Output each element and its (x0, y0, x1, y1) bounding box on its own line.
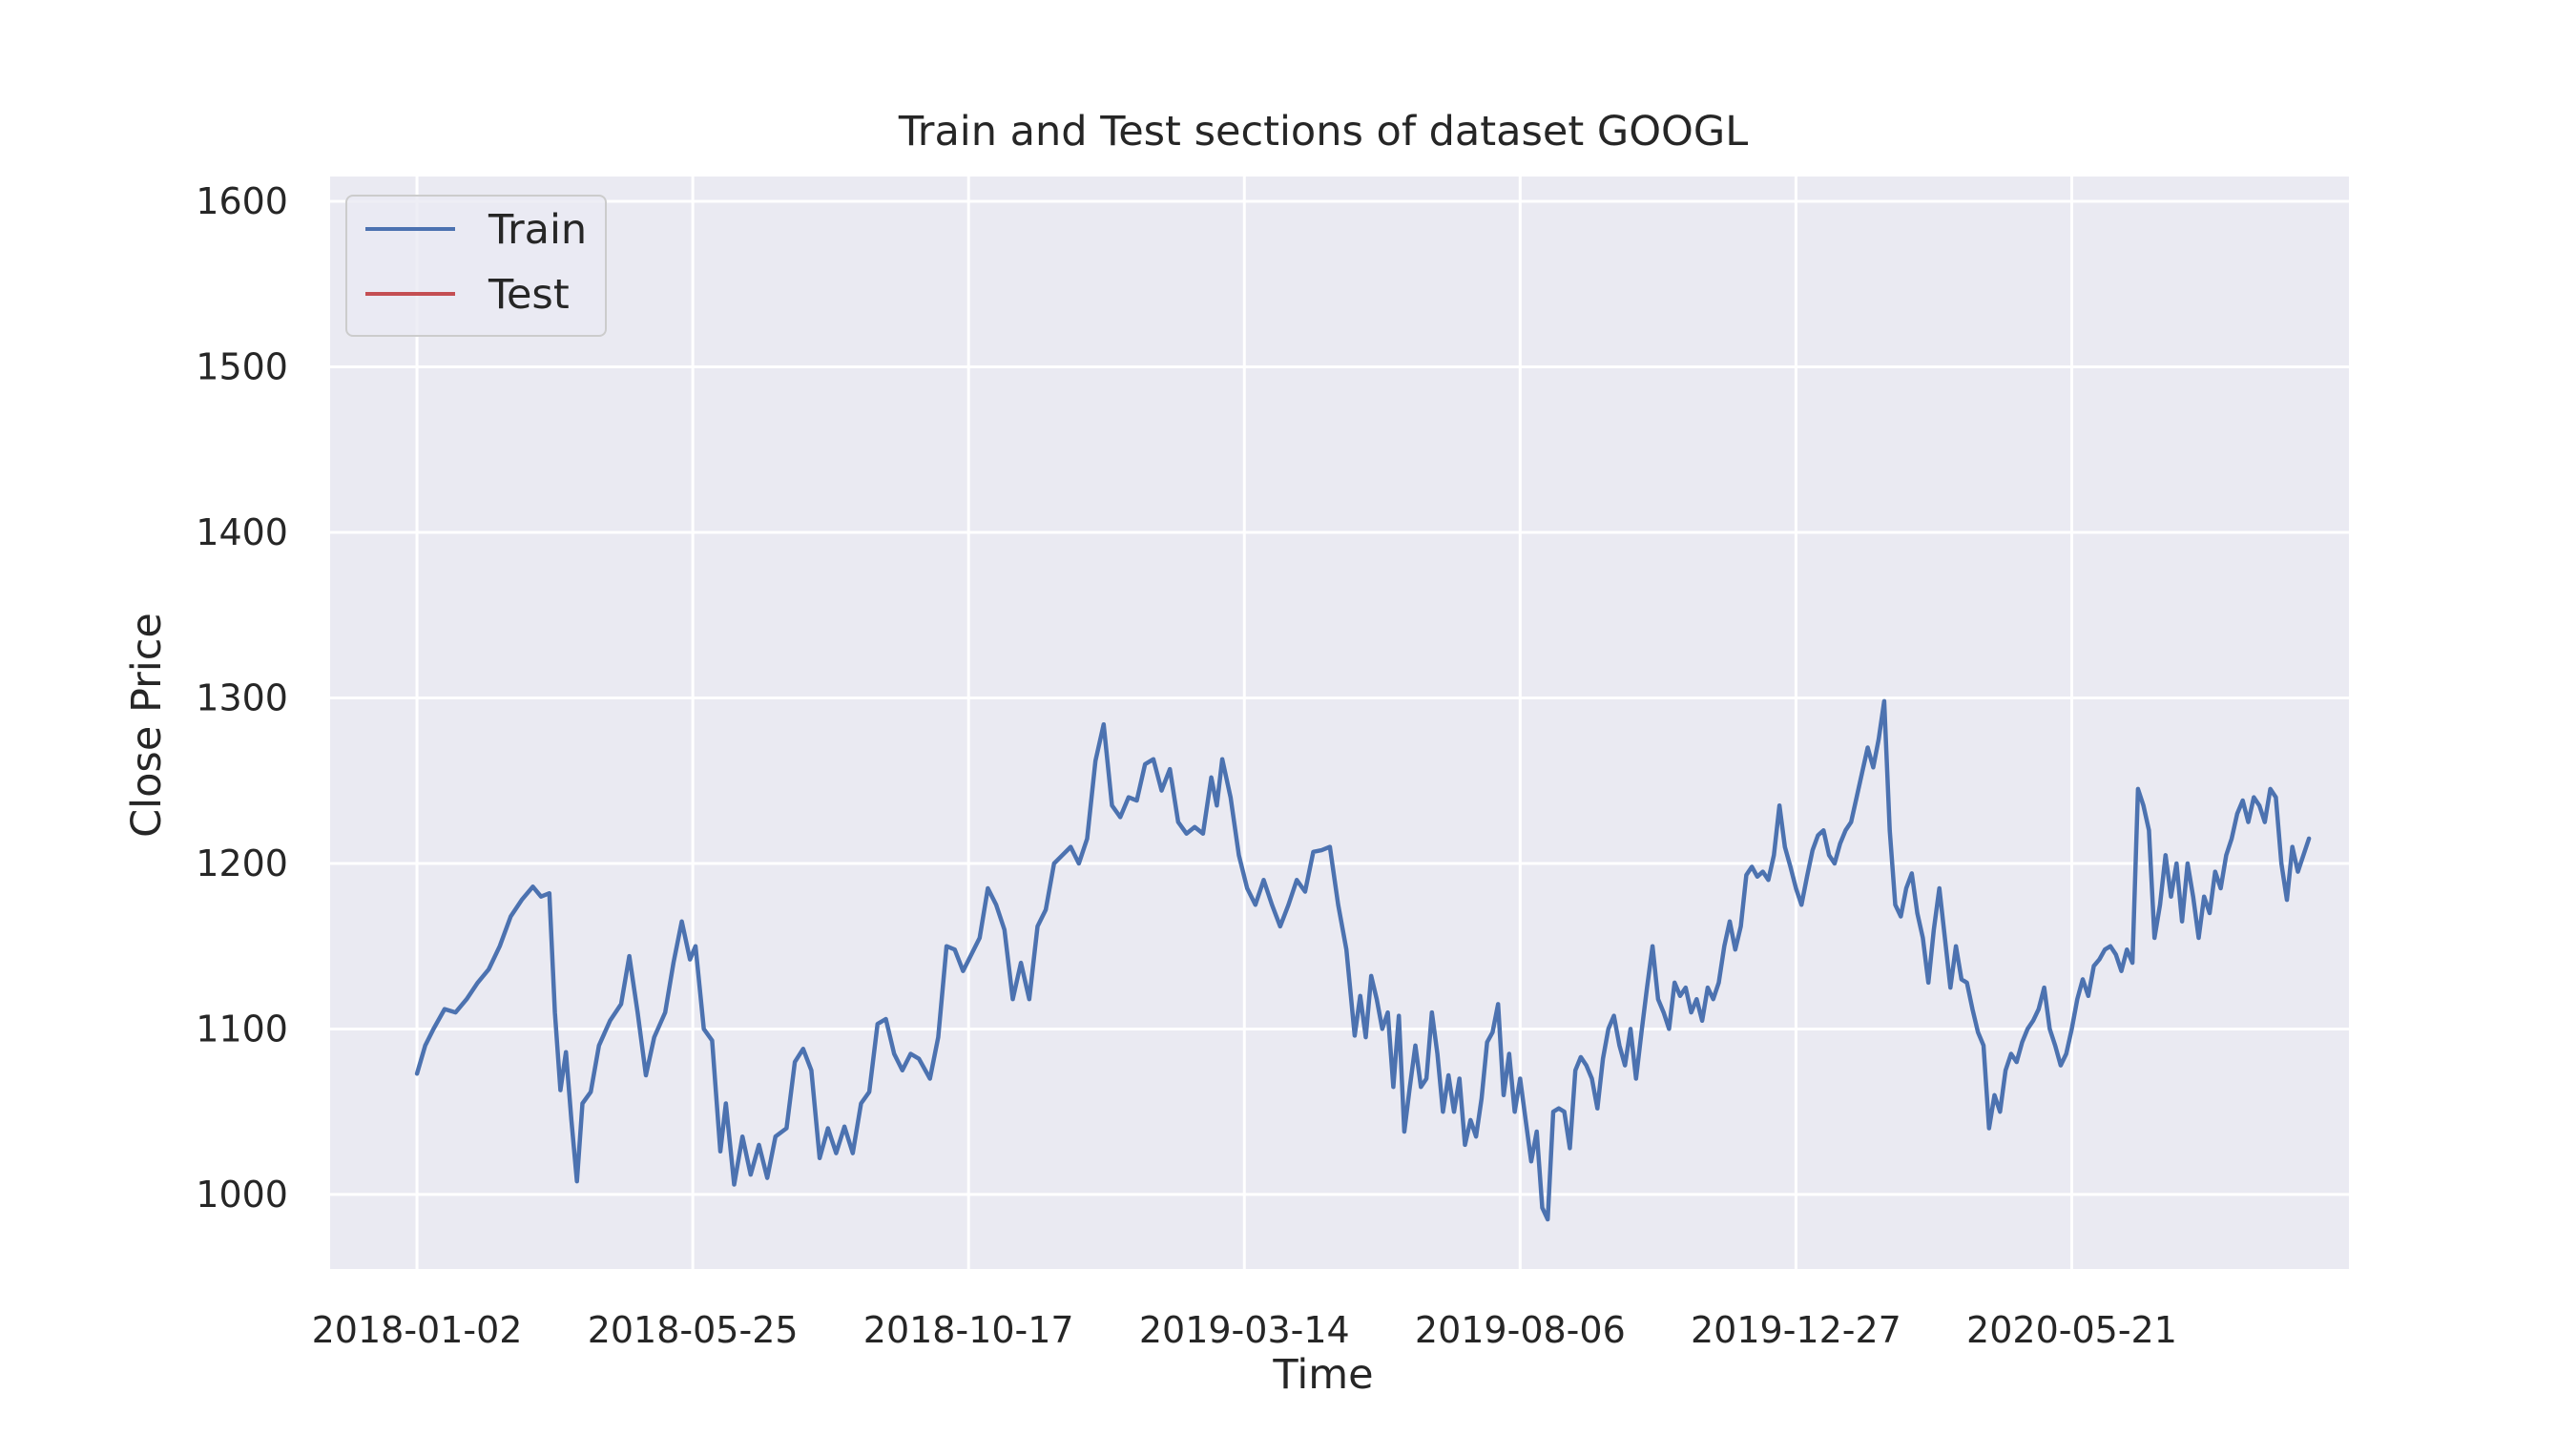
legend-train-label: Train (488, 206, 587, 254)
y-tick-label: 1200 (196, 842, 288, 884)
y-tick-label: 1400 (196, 511, 288, 553)
x-tick-label: 2019-12-27 (1691, 1309, 1901, 1351)
series-layer (414, 698, 2312, 1222)
x-tick-label: 2018-10-17 (863, 1309, 1074, 1351)
x-tick-labels: 2018-01-02 2018-05-25 2018-10-17 2019-03-14… (312, 1309, 2177, 1351)
x-tick-label: 2019-03-14 (1139, 1309, 1350, 1351)
legend-test-label: Test (488, 271, 570, 319)
x-tick-label: 2018-01-02 (312, 1309, 523, 1351)
x-tick-label: 2018-05-25 (588, 1309, 799, 1351)
y-tick-label: 1500 (196, 346, 288, 388)
y-grid (330, 199, 2349, 1196)
legend: Train Test (345, 195, 607, 337)
y-tick-label: 1100 (196, 1008, 288, 1050)
plot-area (330, 177, 2349, 1269)
chart-title: Train and Test sections of dataset GOOGL (898, 108, 1748, 156)
y-tick-label: 1000 (196, 1174, 288, 1216)
x-grid (415, 177, 2073, 1269)
x-tick-label: 2020-05-21 (1966, 1309, 2177, 1351)
y-axis-label: Close Price (123, 613, 171, 838)
y-tick-labels: 1000 1100 1200 1300 1400 1500 1600 (196, 180, 288, 1216)
series-line-train (414, 698, 2312, 1222)
x-axis-label: Time (1272, 1351, 1373, 1399)
y-tick-label: 1300 (196, 676, 288, 718)
x-tick-label: 2019-08-06 (1415, 1309, 1626, 1351)
y-tick-label: 1600 (196, 180, 288, 222)
